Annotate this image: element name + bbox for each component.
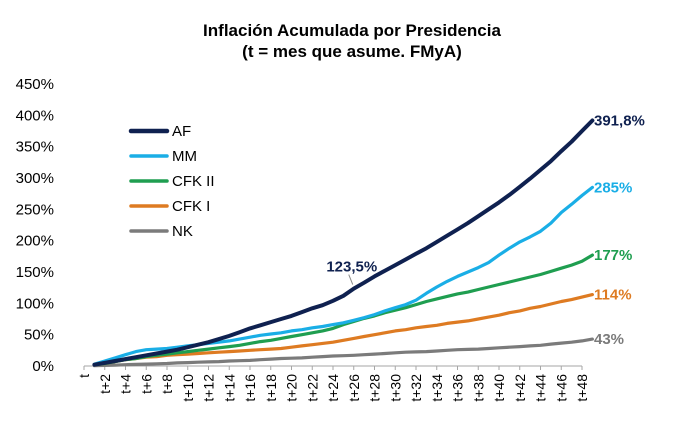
x-tick-label: t+16	[242, 374, 258, 402]
x-tick-label: t+46	[553, 374, 569, 402]
x-tick-label: t+14	[221, 374, 237, 402]
x-tick-label: t+38	[470, 374, 486, 402]
x-tick-label: t	[76, 374, 92, 378]
x-tick-label: t+48	[574, 374, 590, 402]
y-tick-label: 250%	[16, 201, 54, 218]
y-tick-label: 200%	[16, 233, 54, 250]
x-tick-label: t+36	[450, 374, 466, 402]
y-tick-label: 0%	[32, 358, 54, 375]
legend: AF MM CFK II CFK I NK	[128, 123, 215, 240]
end-value-label: 177%	[594, 247, 632, 264]
x-tick-label: t+2	[97, 374, 113, 394]
chart-title: Inflación Acumulada por Presidencia	[203, 21, 501, 40]
y-tick-label: 50%	[24, 327, 54, 344]
x-tick-label: t+30	[387, 374, 403, 402]
series-line-af	[92, 118, 595, 367]
chart-subtitle: (t = mes que asume. FMyA)	[242, 42, 462, 61]
y-axis: 0% 50% 100% 150% 200% 250% 300% 350% 400% 450%	[16, 76, 54, 375]
series-line-cfk-ii	[92, 253, 594, 367]
y-tick-label: 450%	[16, 76, 54, 93]
end-value-label: 285%	[594, 179, 632, 196]
x-tick-label: t+18	[263, 374, 279, 402]
x-tick-label: t+28	[367, 374, 383, 402]
legend-label: CFK I	[172, 198, 210, 215]
legend-label: NK	[172, 223, 193, 240]
x-tick-label: t+40	[491, 374, 507, 402]
x-tick-label: t+42	[512, 374, 528, 402]
x-tick-label: t+10	[180, 374, 196, 402]
x-tick-label: t+34	[429, 374, 445, 402]
legend-label: AF	[172, 123, 191, 140]
x-tick-label: t+8	[159, 374, 175, 394]
series-layer	[92, 118, 595, 368]
series-line-cfk-i	[92, 293, 594, 367]
end-value-label: 43%	[594, 331, 624, 348]
annotation-leader	[348, 274, 354, 285]
y-tick-label: 350%	[16, 139, 54, 156]
end-value-label: 391,8%	[594, 112, 645, 129]
series-line-nk	[92, 337, 594, 368]
x-tick-label: t+6	[138, 374, 154, 394]
x-axis: t t+2 t+4 t+6 t+8 t+10 t+12 t+14 t+16 t+18 t+20 t+2…	[76, 365, 590, 402]
y-tick-label: 150%	[16, 264, 54, 281]
x-tick-label: t+24	[325, 374, 341, 402]
annotations: 123,5%	[326, 259, 377, 285]
x-tick-label: t+20	[284, 374, 300, 402]
y-tick-label: 400%	[16, 107, 54, 124]
legend-label: CFK II	[172, 173, 215, 190]
x-tick-label: t+44	[533, 374, 549, 402]
x-tick-label: t+12	[201, 374, 217, 402]
x-tick-label: t+4	[118, 374, 134, 394]
legend-label: MM	[172, 148, 197, 165]
end-value-label: 114%	[594, 287, 632, 304]
annotation-label: 123,5%	[326, 259, 377, 276]
series-line-mm	[92, 185, 594, 366]
y-tick-label: 300%	[16, 170, 54, 187]
y-tick-label: 100%	[16, 295, 54, 312]
end-labels: 391,8% 285% 177% 114% 43%	[594, 112, 645, 348]
x-tick-label: t+26	[346, 374, 362, 402]
x-tick-label: t+32	[408, 374, 424, 402]
x-tick-label: t+22	[304, 374, 320, 402]
